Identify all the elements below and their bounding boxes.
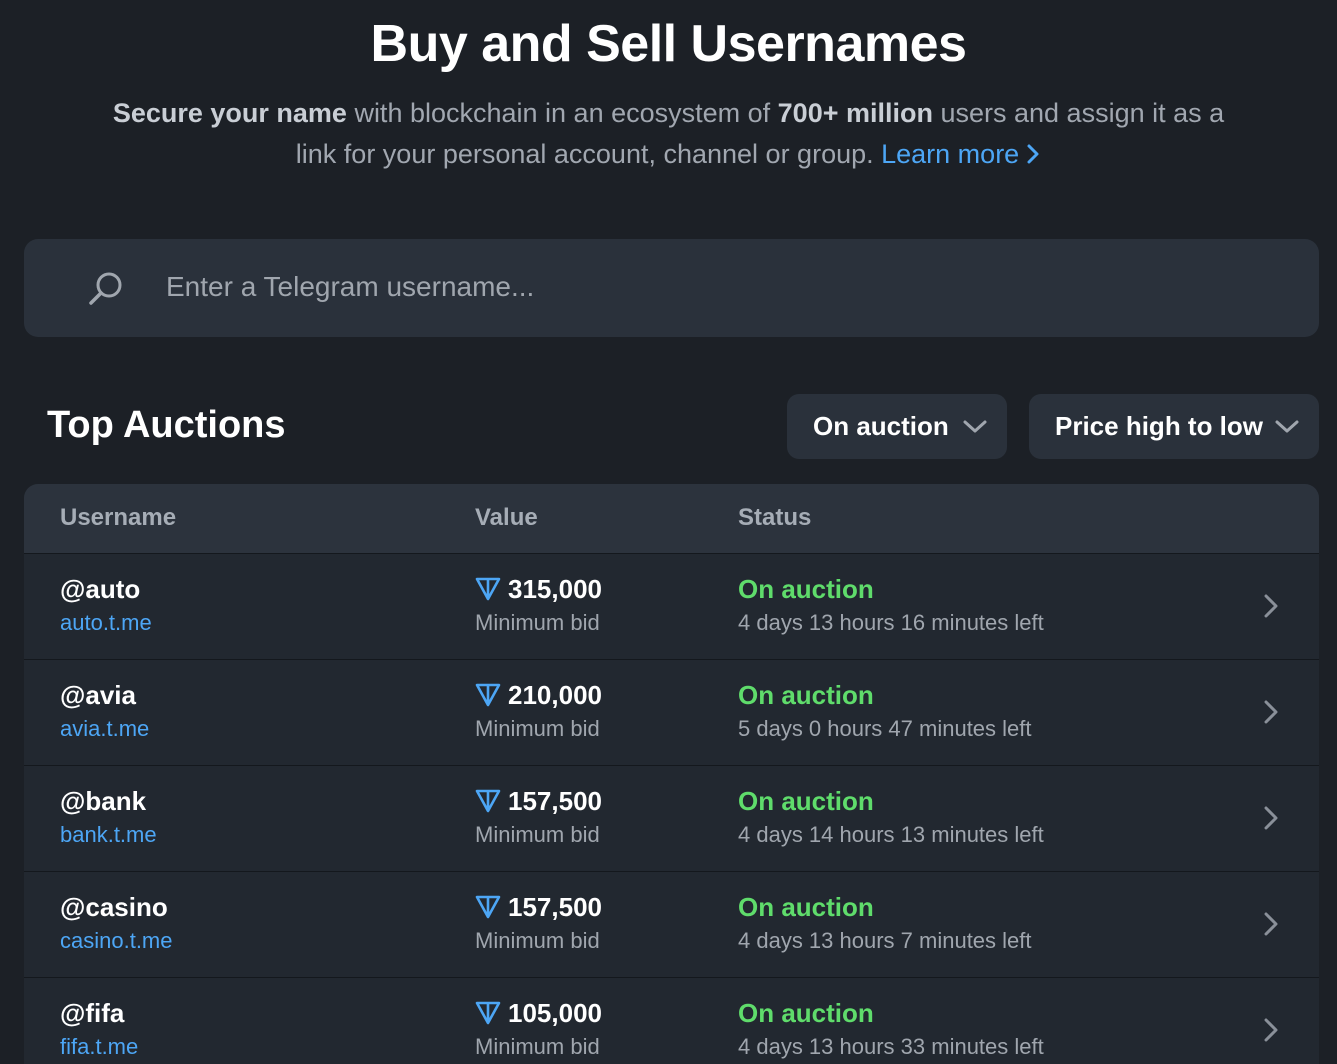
learn-more-label: Learn more	[881, 139, 1020, 169]
status-label: On auction	[738, 892, 874, 922]
sort-dropdown[interactable]: Price high to low	[1029, 394, 1319, 459]
username-link[interactable]: auto.t.me	[60, 610, 152, 635]
learn-more-link[interactable]: Learn more	[881, 139, 1041, 169]
table-row[interactable]: @casino casino.t.me 157,500 Minimum bid …	[24, 871, 1319, 977]
ton-icon	[475, 683, 501, 707]
username: @casino	[60, 892, 168, 922]
subtitle-highlight-users: 700+ million	[777, 98, 933, 128]
table-row[interactable]: @auto auto.t.me 315,000 Minimum bid On a…	[24, 553, 1319, 659]
chevron-right-icon	[1027, 144, 1039, 164]
value-caption: Minimum bid	[475, 716, 600, 741]
search-input[interactable]: Enter a Telegram username...	[166, 271, 535, 302]
value-number: 157,500	[508, 786, 602, 816]
table-row[interactable]: @fifa fifa.t.me 105,000 Minimum bid On a…	[24, 977, 1319, 1064]
page-subtitle: Secure your name with blockchain in an e…	[90, 93, 1247, 175]
value-number: 157,500	[508, 892, 602, 922]
subtitle-highlight-name: Secure your name	[112, 98, 347, 128]
chevron-down-icon	[963, 420, 987, 433]
ton-icon	[475, 895, 501, 919]
time-left: 4 days 13 hours 33 minutes left	[738, 1034, 1044, 1059]
ton-icon	[475, 577, 501, 601]
ton-icon	[475, 789, 501, 813]
status-label: On auction	[738, 680, 874, 710]
status-label: On auction	[738, 786, 874, 816]
username: @avia	[60, 680, 136, 710]
value-caption: Minimum bid	[475, 822, 600, 847]
column-header-value[interactable]: Value	[475, 504, 538, 531]
username-link[interactable]: bank.t.me	[60, 822, 157, 847]
value-caption: Minimum bid	[475, 610, 600, 635]
chevron-right-icon	[1264, 1018, 1278, 1042]
status-label: On auction	[738, 574, 874, 604]
time-left: 5 days 0 hours 47 minutes left	[738, 716, 1032, 741]
auctions-table: Username Value Status @auto auto.t.me 31…	[24, 484, 1319, 1064]
username-link[interactable]: fifa.t.me	[60, 1034, 139, 1059]
table-row[interactable]: @bank bank.t.me 157,500 Minimum bid On a…	[24, 765, 1319, 871]
subtitle-text-part-1: with blockchain in an ecosystem of	[346, 98, 778, 128]
username-link[interactable]: avia.t.me	[60, 716, 150, 741]
status-filter-label: On auction	[813, 411, 949, 441]
table-row[interactable]: @avia avia.t.me 210,000 Minimum bid On a…	[24, 659, 1319, 765]
status-filter-dropdown[interactable]: On auction	[787, 394, 1007, 459]
chevron-right-icon	[1264, 806, 1278, 830]
value-number: 105,000	[508, 998, 602, 1028]
username: @bank	[60, 786, 147, 816]
column-header-status[interactable]: Status	[738, 504, 812, 531]
chevron-right-icon	[1264, 912, 1278, 936]
username: @auto	[60, 574, 141, 604]
time-left: 4 days 14 hours 13 minutes left	[738, 822, 1044, 847]
search-bar[interactable]: Enter a Telegram username...	[24, 239, 1319, 337]
value-caption: Minimum bid	[475, 928, 600, 953]
column-header-username[interactable]: Username	[60, 504, 177, 531]
subtitle-text-part-2: users and assign it as a link for your p…	[295, 98, 1225, 169]
ton-icon	[475, 1001, 501, 1025]
chevron-right-icon	[1264, 594, 1278, 618]
sort-label: Price high to low	[1055, 411, 1264, 441]
table-header: Username Value Status	[24, 484, 1319, 553]
username-link[interactable]: casino.t.me	[60, 928, 173, 953]
value-number: 315,000	[508, 574, 602, 604]
value-number: 210,000	[508, 680, 602, 710]
search-icon	[89, 272, 122, 305]
chevron-right-icon	[1264, 700, 1278, 724]
time-left: 4 days 13 hours 7 minutes left	[738, 928, 1032, 953]
username: @fifa	[60, 998, 125, 1028]
status-label: On auction	[738, 998, 874, 1028]
section-title: Top Auctions	[47, 404, 286, 446]
value-caption: Minimum bid	[475, 1034, 600, 1059]
time-left: 4 days 13 hours 16 minutes left	[738, 610, 1044, 635]
chevron-down-icon	[1275, 420, 1299, 433]
page-title: Buy and Sell Usernames	[370, 15, 967, 73]
